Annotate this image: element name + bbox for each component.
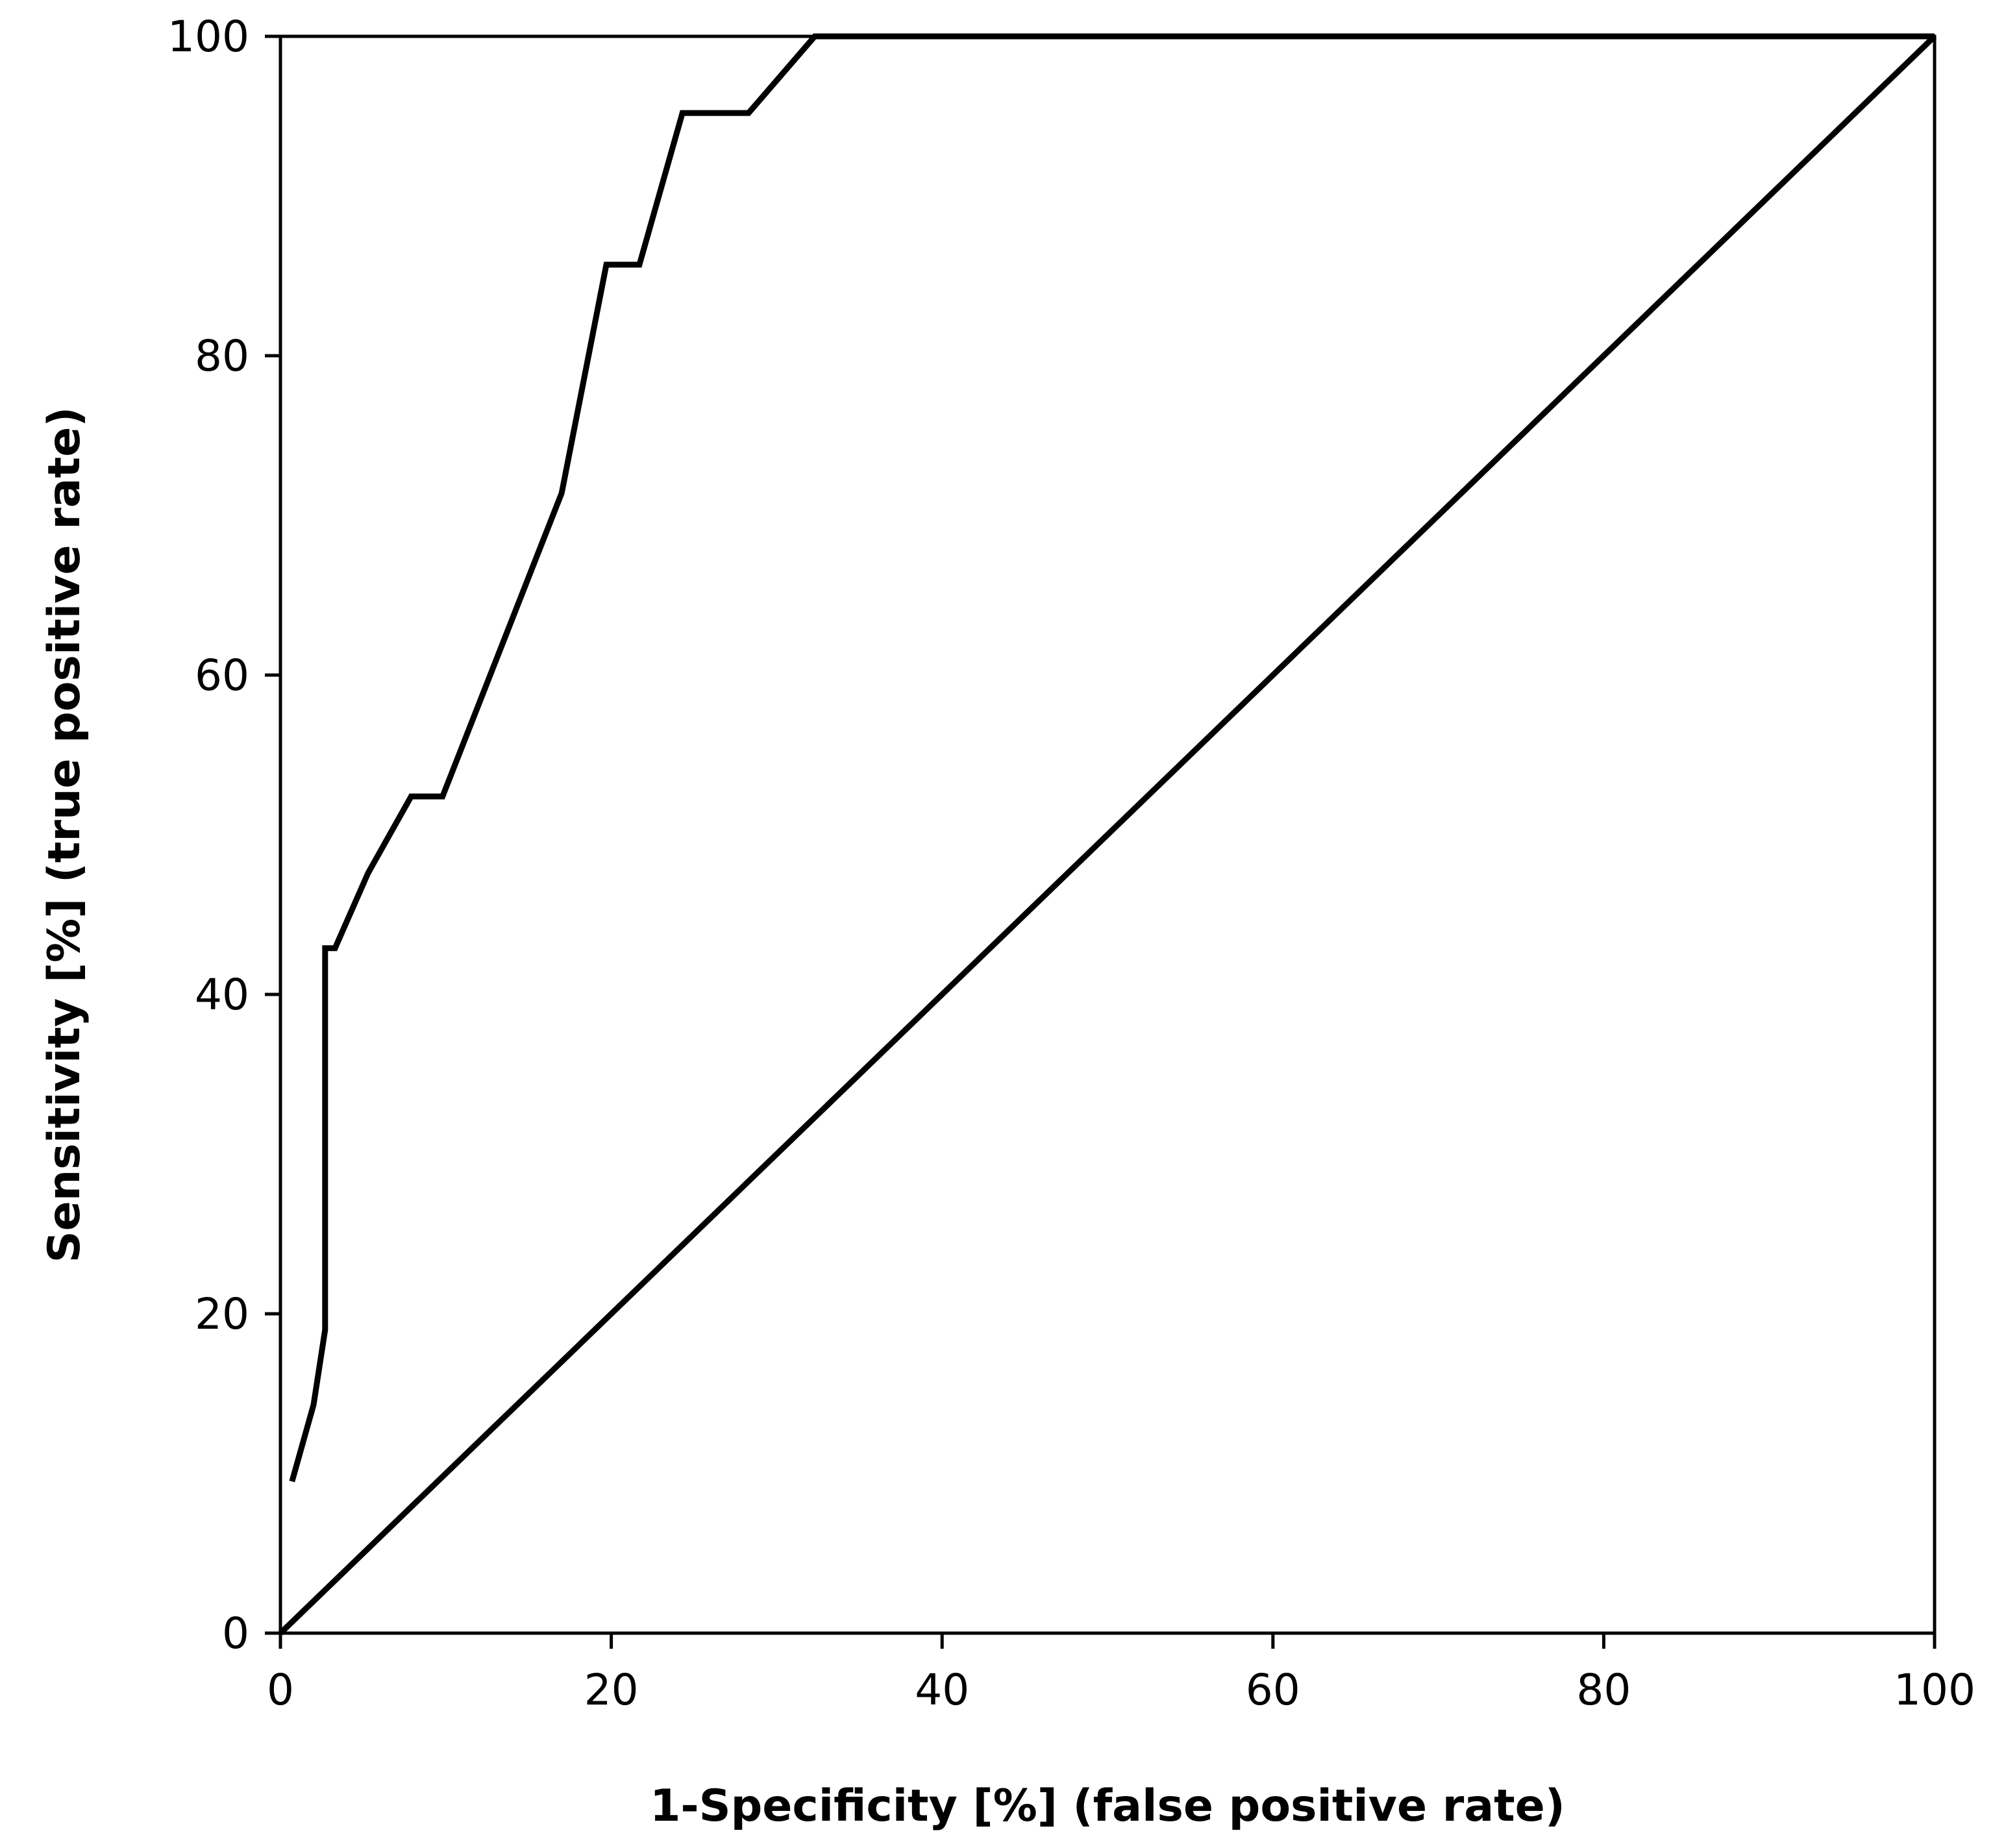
roc-curve-line bbox=[289, 33, 1935, 1483]
x-tick-label: 100 bbox=[1894, 1665, 1975, 1715]
y-tick-label: 40 bbox=[195, 970, 249, 1020]
x-tick-label: 60 bbox=[1246, 1665, 1300, 1715]
y-tick-label: 60 bbox=[195, 650, 249, 700]
x-axis-title: 1-Specificity [%] (false positive rate) bbox=[650, 1780, 1565, 1832]
reference-diagonal-line bbox=[278, 34, 1937, 1636]
y-tick-label: 20 bbox=[195, 1289, 249, 1339]
x-tick-label: 80 bbox=[1576, 1665, 1631, 1715]
series-layer bbox=[278, 33, 1937, 1636]
x-tick-label: 0 bbox=[267, 1665, 294, 1715]
y-tick-label: 100 bbox=[167, 12, 249, 62]
y-tick-label: 0 bbox=[222, 1608, 249, 1658]
y-tick-label: 80 bbox=[195, 331, 249, 381]
x-tick-label: 40 bbox=[915, 1665, 969, 1715]
ticks-layer: 0 20 40 60 80 100 0 20 40 60 80 100 bbox=[167, 12, 1975, 1715]
y-axis-title: Sensitivity [%] (true positive rate) bbox=[39, 407, 90, 1263]
x-tick-label: 20 bbox=[584, 1665, 639, 1715]
